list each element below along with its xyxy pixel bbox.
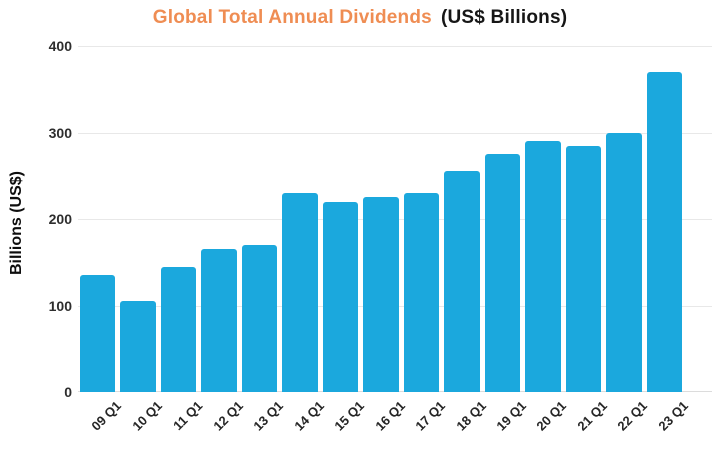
y-axis-title: Billions (US$)	[8, 171, 25, 276]
gridline-400	[78, 46, 712, 47]
chart-title-highlight: Global Total Annual Dividends	[152, 7, 432, 28]
bar-21-q1	[565, 146, 602, 392]
y-tick-label-200: 200	[48, 211, 72, 227]
x-tick-label-21-q1: 21 Q1	[574, 398, 610, 434]
x-tick-label-14-q1: 14 Q1	[291, 398, 327, 434]
bar-16-q1	[363, 197, 399, 392]
bars	[78, 46, 684, 392]
chart-title: Global Total Annual Dividends (US$ Billio…	[0, 7, 720, 29]
x-tick-label-16-q1: 16 Q1	[371, 398, 408, 434]
bar-15-q1	[322, 201, 359, 392]
y-tick-label-400: 400	[48, 38, 72, 54]
x-tick-label-20-q1: 20 Q1	[533, 398, 570, 434]
x-tick-label-23-q1: 23 Q1	[655, 398, 691, 434]
bar-18-q1	[444, 171, 480, 392]
x-tick-label-10-q1: 10 Q1	[129, 398, 165, 434]
x-tick-label-09-q1: 09 Q1	[88, 398, 125, 434]
bar-17-q1	[403, 193, 440, 392]
x-tick-label-11-q1: 11 Q1	[170, 398, 206, 434]
bar-12-q1	[201, 249, 237, 392]
gridline-300	[78, 132, 712, 134]
plot-area	[78, 46, 712, 392]
bar-22-q1	[606, 132, 642, 392]
bar-23-q1	[646, 71, 683, 392]
x-tick-label-13-q1: 13 Q1	[250, 398, 287, 434]
chart-title-unit: (US$ Billions)	[440, 7, 568, 28]
bar-09-q1	[80, 275, 116, 392]
y-tick-label-100: 100	[48, 297, 72, 314]
x-tick-label-12-q1: 12 Q1	[210, 398, 246, 434]
x-tick-label-17-q1: 17 Q1	[412, 398, 449, 434]
bar-13-q1	[241, 244, 278, 392]
y-tick-label-0: 0	[64, 384, 72, 400]
x-tick-label-22-q1: 22 Q1	[614, 398, 651, 434]
y-tick-label-300: 300	[48, 124, 72, 141]
bar-10-q1	[120, 301, 156, 392]
bar-14-q1	[282, 193, 318, 392]
x-tick-label-18-q1: 18 Q1	[452, 398, 489, 434]
bar-20-q1	[525, 141, 561, 392]
bar-19-q1	[484, 154, 521, 392]
x-tick-label-15-q1: 15 Q1	[331, 398, 368, 434]
x-tick-label-19-q1: 19 Q1	[493, 398, 530, 434]
bar-11-q1	[160, 266, 197, 392]
